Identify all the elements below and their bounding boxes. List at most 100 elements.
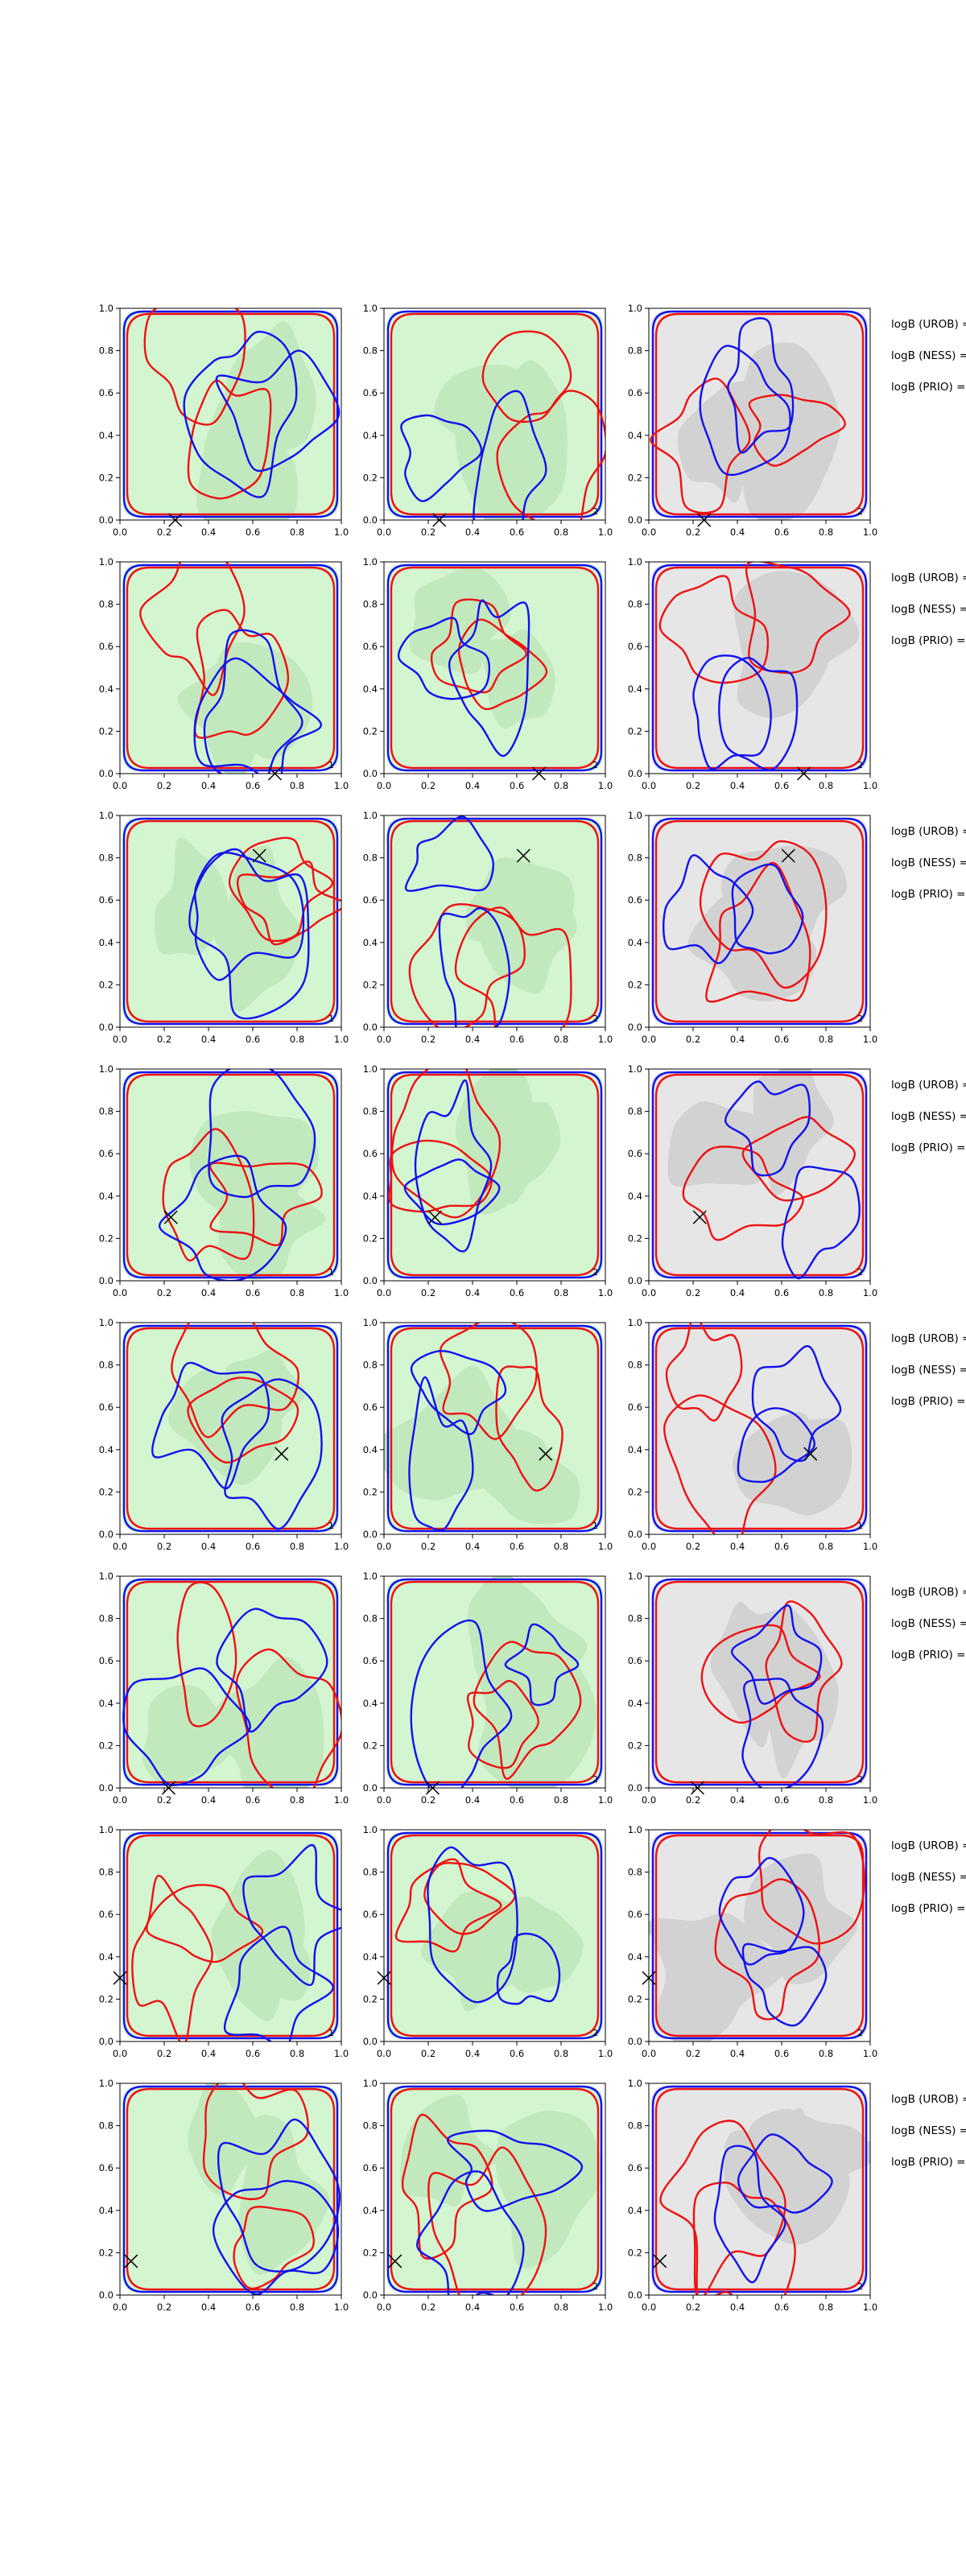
y-tick-label: 0.2	[628, 1486, 642, 1497]
red-contour	[390, 1073, 600, 1277]
y-tick-label: 0.8	[99, 1867, 114, 1878]
marker-x	[427, 1210, 442, 1224]
blue-contour	[216, 1608, 328, 1733]
y-tick-label: 0.8	[628, 1106, 642, 1117]
red-contour	[457, 618, 548, 711]
y-tick-label: 1.0	[628, 556, 642, 568]
y-tick-label: 0.6	[363, 2162, 378, 2174]
density-region	[400, 2095, 499, 2207]
blue-contour	[731, 863, 804, 955]
x-tick-label: 0.6	[774, 780, 789, 791]
y-tick-label: 0.4	[99, 937, 114, 948]
y-tick-label: 0.0	[99, 1022, 114, 1033]
blue-contour	[386, 2085, 603, 2293]
red-contour	[495, 1365, 564, 1492]
x-tick-label: 1.0	[863, 2048, 877, 2059]
x-tick-label: 0.6	[510, 526, 524, 538]
x-tick-label: 0.2	[686, 1541, 700, 1552]
marker-x	[653, 2254, 667, 2268]
red-contour	[194, 609, 290, 739]
logB-annotation: logB (PRIO) =	[891, 1141, 965, 1154]
y-tick-label: 0.4	[628, 1191, 642, 1202]
x-tick-label: 0.4	[730, 1541, 745, 1552]
blue-contour	[386, 1071, 603, 1279]
x-tick-label: 0.2	[157, 1541, 171, 1552]
y-tick-label: 0.8	[363, 852, 378, 864]
marker-x	[252, 848, 266, 863]
blue-contour	[741, 1678, 824, 1788]
axes-frame	[383, 1068, 606, 1282]
y-tick-label: 0.6	[99, 1148, 114, 1159]
blue-contour	[122, 564, 339, 772]
blue-contour	[416, 2170, 525, 2295]
x-tick-label: 1.0	[863, 780, 877, 791]
y-tick-label: 0.4	[99, 1444, 114, 1455]
red-contour	[659, 2120, 786, 2295]
blue-contour	[496, 1932, 561, 2005]
x-tick-label: 0.4	[730, 1287, 745, 1298]
x-tick-label: 0.0	[113, 526, 127, 538]
blue-contour	[727, 317, 795, 454]
red-contour	[496, 390, 605, 520]
y-tick-label: 1.0	[628, 1571, 642, 1582]
x-tick-label: 0.6	[246, 2048, 260, 2059]
x-tick-label: 0.8	[290, 1541, 304, 1552]
x-tick-label: 1.0	[334, 1287, 349, 1298]
x-tick-label: 0.8	[554, 780, 568, 791]
x-tick-label: 0.2	[421, 2301, 436, 2313]
logB-annotation: logB (UROB) =	[891, 2093, 966, 2106]
density-region	[723, 2107, 850, 2245]
axes-frame	[648, 1575, 871, 1789]
blue-contour	[414, 1079, 493, 1253]
y-tick-label: 0.0	[363, 1275, 378, 1286]
panel-label: 2	[592, 1267, 598, 1278]
x-tick-label: 0.0	[642, 780, 656, 791]
x-tick-label: 0.2	[686, 2048, 700, 2059]
x-tick-label: 0.8	[554, 1287, 568, 1298]
logB-annotation: logB (PRIO) =	[891, 381, 965, 394]
y-tick-label: 0.2	[99, 2247, 114, 2258]
y-tick-label: 0.8	[628, 345, 642, 357]
panel-label: 1	[328, 1521, 334, 1531]
red-contour	[654, 1834, 865, 2037]
subplot-r3-c1: 1 0.0 0.2 0.4 0.6 0.8 1.0 0.0 0.2 0.4 0.6 0.8 1.0	[99, 810, 349, 1045]
x-tick-label: 0.6	[774, 526, 789, 538]
y-tick-label: 1.0	[99, 1063, 114, 1075]
x-tick-label: 0.2	[157, 2301, 171, 2313]
density-region	[667, 1101, 772, 1187]
x-tick-label: 0.0	[377, 2048, 391, 2059]
x-tick-label: 0.6	[774, 1541, 789, 1552]
x-tick-label: 0.8	[819, 1794, 833, 1806]
blue-contour	[386, 564, 603, 772]
x-tick-label: 0.2	[421, 526, 436, 538]
y-tick-label: 0.0	[99, 1529, 114, 1540]
x-tick-label: 1.0	[334, 2048, 349, 2059]
red-contour	[665, 1323, 743, 1422]
x-tick-label: 0.6	[510, 2048, 524, 2059]
y-tick-label: 0.2	[628, 472, 642, 483]
y-tick-label: 0.6	[363, 1148, 378, 1159]
blue-contour	[212, 2180, 340, 2295]
marker-x	[803, 1447, 818, 1461]
x-tick-label: 1.0	[598, 1287, 613, 1298]
x-tick-label: 0.8	[290, 1034, 304, 1045]
red-contour	[162, 1128, 255, 1261]
logB-annotation: logB (NESS) =	[891, 1364, 966, 1377]
y-tick-label: 0.4	[628, 1951, 642, 1963]
red-contour	[650, 378, 751, 514]
red-contour	[408, 903, 526, 1027]
y-tick-label: 0.4	[99, 683, 114, 695]
blue-contour	[663, 854, 754, 964]
y-tick-label: 0.6	[363, 387, 378, 398]
y-tick-label: 0.0	[363, 2289, 378, 2301]
x-tick-label: 0.2	[421, 780, 436, 791]
red-contour	[466, 1679, 539, 1769]
red-contour	[126, 1327, 336, 1530]
subplot-r5-c3: 1 0.0 0.2 0.4 0.6 0.8 1.0 0.0 0.2 0.4 0.6 0.8 1.0	[628, 1317, 877, 1552]
subplot-r5-c1: 1 0.0 0.2 0.4 0.6 0.8 1.0 0.0 0.2 0.4 0.6 0.8 1.0	[99, 1317, 349, 1552]
x-tick-label: 0.2	[157, 1287, 171, 1298]
x-tick-label: 0.2	[686, 1287, 700, 1298]
x-tick-label: 0.0	[113, 1287, 127, 1298]
x-tick-label: 0.2	[421, 1794, 436, 1806]
y-tick-label: 0.8	[363, 1613, 378, 1624]
